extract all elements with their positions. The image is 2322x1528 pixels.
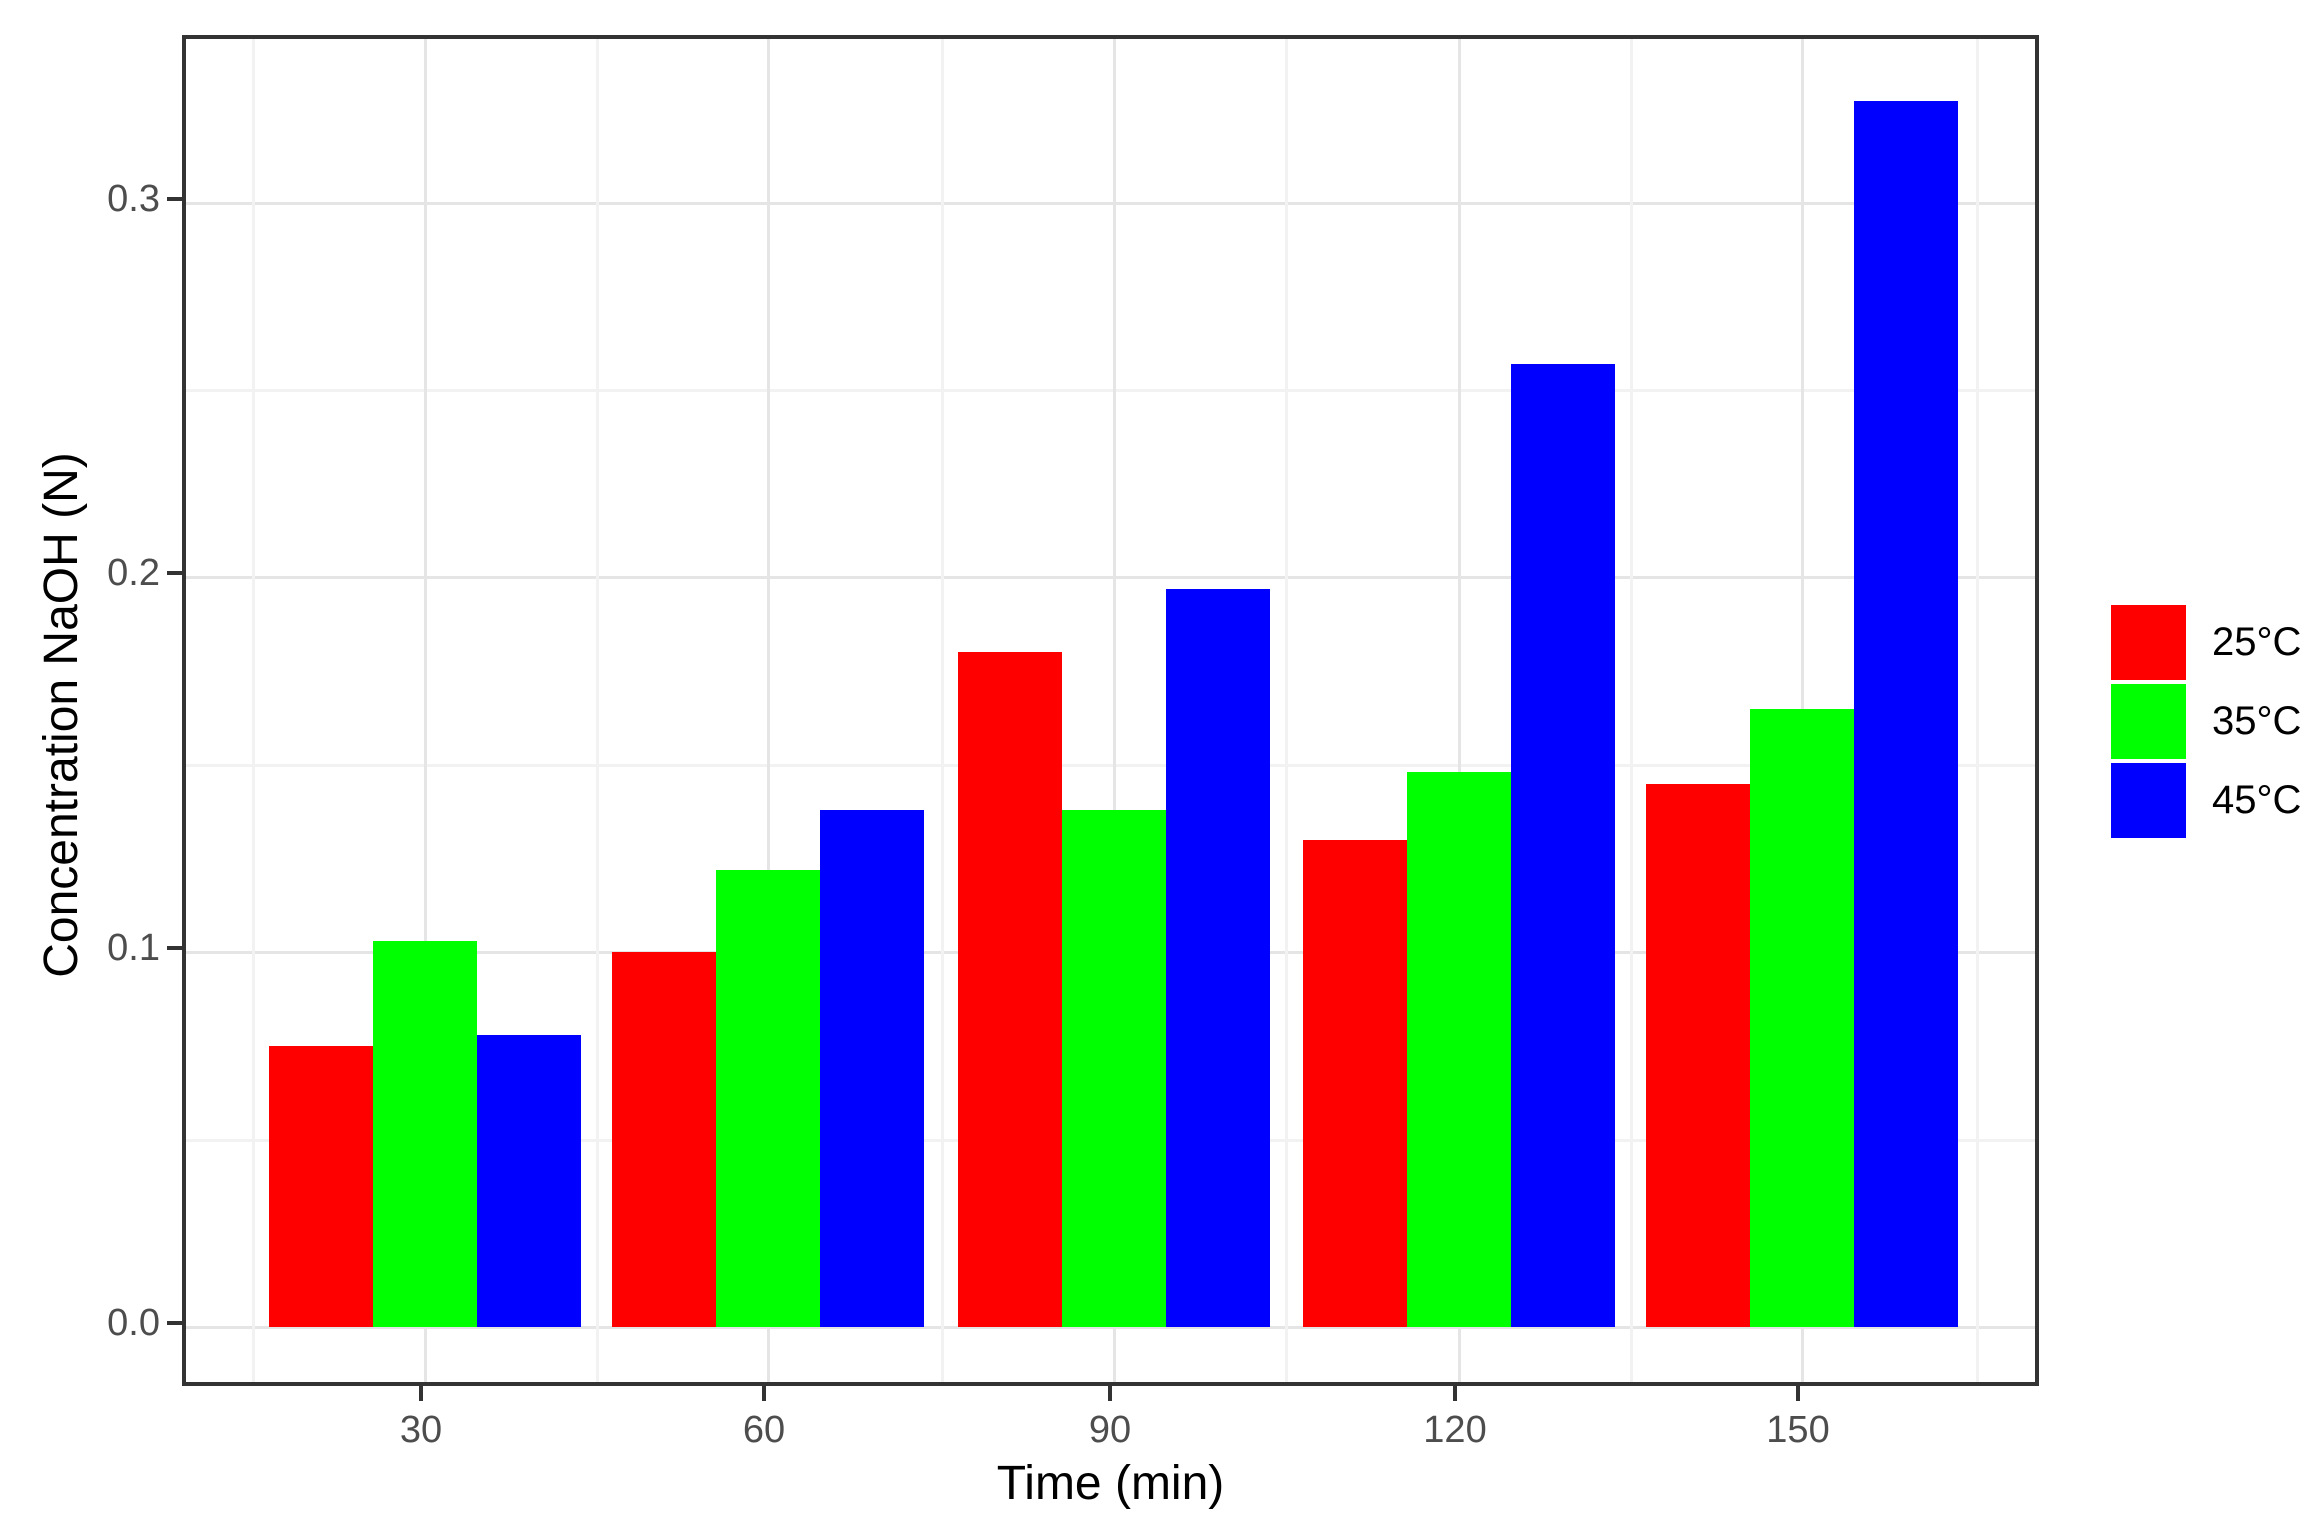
x-tick: [419, 1386, 423, 1401]
x-gridline-major: [1458, 39, 1461, 1382]
bar-35°C-30: [373, 941, 477, 1327]
y-axis-title: Concentration NaOH (N): [35, 452, 88, 978]
y-tick: [167, 946, 182, 951]
legend-label: 25°C: [2212, 620, 2302, 664]
bar-25°C-30: [269, 1046, 373, 1327]
plot-panel: [182, 35, 2039, 1386]
y-tick: [167, 571, 182, 576]
y-gridline-major: [186, 201, 2035, 205]
x-tick: [1108, 1386, 1112, 1401]
y-tick-label: 0.2: [107, 552, 160, 595]
x-tick: [1796, 1386, 1800, 1401]
bar-45°C-30: [477, 1035, 581, 1327]
bar-25°C-120: [1303, 840, 1407, 1327]
bar-25°C-90: [958, 652, 1062, 1327]
bar-45°C-150: [1854, 101, 1958, 1327]
legend-item: 45°C: [2111, 763, 2301, 838]
y-tick-label: 0.0: [107, 1302, 160, 1344]
x-gridline-minor: [1630, 39, 1633, 1382]
bar-35°C-90: [1062, 810, 1166, 1327]
bar-45°C-90: [1166, 589, 1270, 1327]
legend-swatch-45°C: [2111, 763, 2186, 838]
x-gridline-major: [424, 39, 427, 1382]
x-tick-label: 120: [1423, 1409, 1487, 1451]
y-tick: [167, 1321, 182, 1325]
x-gridline-minor: [252, 39, 255, 1382]
x-gridline-major: [1113, 39, 1116, 1382]
legend: 25°C 35°C 45°C: [2111, 605, 2301, 842]
y-tick: [167, 196, 182, 201]
x-tick-label: 30: [399, 1409, 443, 1451]
bar-35°C-60: [716, 870, 820, 1327]
y-tick-label: 0.1: [107, 927, 160, 970]
x-tick: [762, 1386, 766, 1401]
x-tick-label: 60: [742, 1409, 786, 1451]
y-gridline-major: [186, 576, 2035, 580]
bar-45°C-120: [1511, 364, 1615, 1327]
x-axis-title: Time (min): [996, 1457, 1225, 1510]
bar-25°C-60: [612, 952, 716, 1327]
legend-label: 35°C: [2212, 699, 2302, 743]
y-gridline-major: [186, 1326, 2035, 1329]
y-gridline-minor: [186, 763, 2035, 767]
bar-35°C-150: [1750, 709, 1854, 1327]
x-gridline-minor: [1976, 39, 1979, 1382]
legend-item: 25°C: [2111, 605, 2301, 680]
x-tick-label: 90: [1088, 1409, 1132, 1451]
x-tick-label: 150: [1766, 1409, 1830, 1451]
bar-35°C-120: [1407, 772, 1511, 1327]
x-gridline-minor: [941, 39, 944, 1382]
legend-swatch-25°C: [2111, 605, 2186, 680]
x-gridline-minor: [1285, 39, 1288, 1382]
bar-25°C-150: [1646, 784, 1750, 1327]
y-gridline-minor: [186, 389, 2035, 392]
x-tick: [1453, 1386, 1457, 1401]
x-gridline-major: [767, 39, 770, 1382]
legend-item: 35°C: [2111, 684, 2301, 759]
x-gridline-minor: [596, 39, 599, 1382]
bar-45°C-60: [820, 810, 924, 1327]
legend-swatch-35°C: [2111, 684, 2186, 759]
y-tick-label: 0.3: [107, 177, 160, 220]
legend-label: 45°C: [2212, 778, 2302, 822]
